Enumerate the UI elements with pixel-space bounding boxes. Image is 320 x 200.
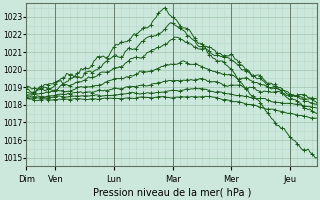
X-axis label: Pression niveau de la mer( hPa ): Pression niveau de la mer( hPa ) [92, 187, 251, 197]
